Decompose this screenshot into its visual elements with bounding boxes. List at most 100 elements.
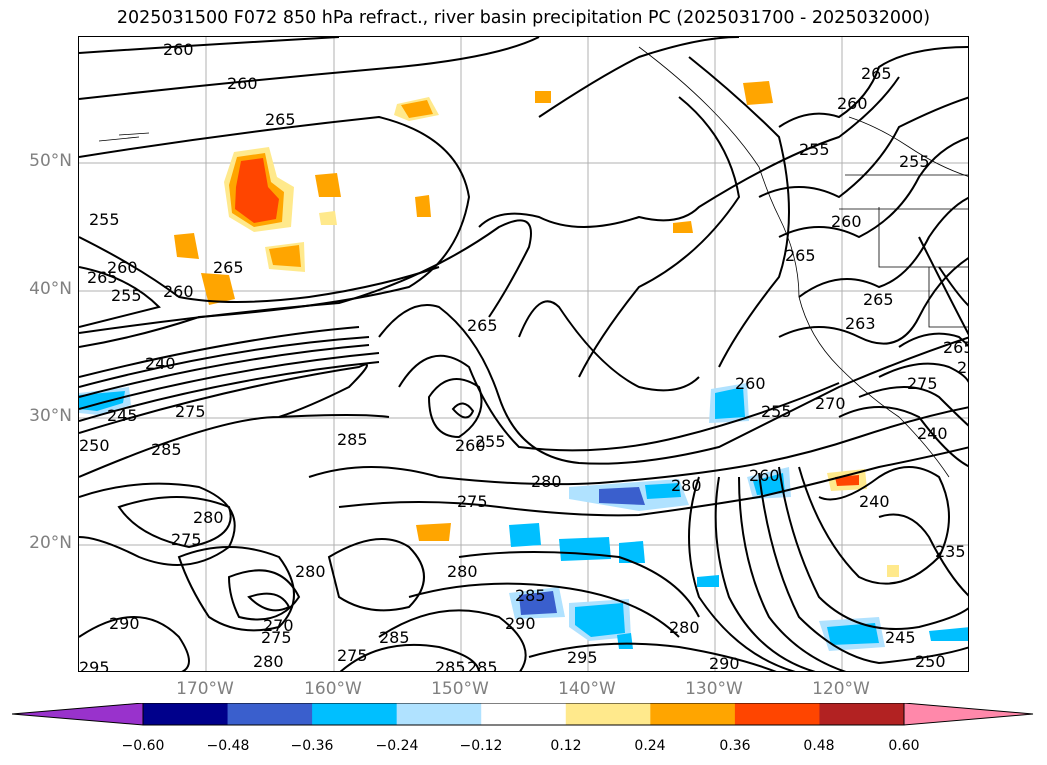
colorbar-segments	[12, 703, 1033, 725]
contour-label: 280	[447, 562, 478, 581]
precip-positive-areas	[174, 81, 899, 577]
contour-label: 265	[861, 64, 892, 83]
contour-line	[79, 482, 236, 566]
neg-blob-u	[929, 627, 968, 641]
precip-blob-j	[416, 523, 451, 541]
lat-label-50n: 50°N	[29, 151, 72, 171]
contour-label: 265	[265, 110, 296, 129]
contour-label: 263	[845, 314, 876, 333]
contour-label: 280	[671, 476, 702, 495]
contour-line	[338, 446, 968, 517]
contour-label: 280	[253, 652, 284, 671]
state-border-az	[928, 267, 968, 328]
contour-line	[79, 236, 440, 303]
contour-label: 275	[175, 402, 206, 421]
map-canvas: 260 260 265 265 260 255 255 260 265 255 …	[79, 37, 969, 672]
contour-line	[378, 304, 968, 465]
contour-line	[79, 344, 370, 398]
precip-blob-i	[673, 221, 693, 233]
colorbar-segment	[565, 703, 651, 725]
neg-blob-q	[519, 591, 557, 615]
contour-line	[838, 406, 968, 468]
colorbar-segment	[650, 703, 736, 725]
state-border-nv	[878, 207, 968, 268]
contour-line	[378, 609, 527, 671]
contour-line	[339, 643, 480, 671]
neg-blob-ca	[715, 387, 745, 419]
contour-line	[688, 56, 790, 368]
contour-label: 260	[749, 466, 780, 485]
us-west-coast	[638, 46, 950, 478]
precip-blob-large-core	[235, 158, 279, 223]
precip-blob-f	[415, 195, 431, 217]
colorbar-segment	[312, 703, 398, 725]
neg-blob-s	[827, 623, 879, 645]
contour-line	[918, 236, 968, 336]
contour-label: 260	[163, 282, 194, 301]
contour-line	[117, 496, 232, 549]
colorbar-tick-label: 0.12	[550, 738, 582, 754]
contour-line	[451, 402, 475, 419]
colorbar-segment	[481, 703, 567, 725]
refractivity-contours	[79, 37, 968, 671]
contour-line	[79, 326, 360, 378]
contour-label: 255	[89, 210, 120, 229]
contour-label: 265	[943, 338, 969, 357]
contour-label: 290	[505, 614, 536, 633]
contour-label: 280	[295, 562, 326, 581]
contour-label: 265	[467, 316, 498, 335]
contour-line	[688, 476, 796, 671]
contour-line	[458, 551, 700, 618]
contour-label: 275	[907, 374, 938, 393]
contour-line	[758, 472, 968, 665]
contour-label: 275	[261, 628, 292, 647]
contour-line	[798, 466, 950, 585]
lon-label-130w: 130°W	[685, 679, 743, 699]
colorbar-segment	[227, 703, 313, 725]
contour-label: 250	[79, 436, 110, 455]
contour-label: 255	[899, 152, 930, 171]
contour-label: 285	[379, 628, 410, 647]
contour-line	[518, 300, 700, 392]
contour-label: 260	[735, 374, 766, 393]
contour-label: 260	[227, 74, 258, 93]
contour-label: 265	[785, 246, 816, 265]
colorbar-segment	[819, 703, 905, 725]
precip-blob-l	[319, 211, 337, 225]
neg-blob-p	[619, 541, 645, 563]
contour-line	[578, 96, 741, 378]
colorbar-segment	[143, 703, 229, 725]
contour-line	[798, 196, 968, 298]
precip-blob-d	[174, 233, 199, 259]
contour-line	[79, 352, 380, 410]
contour-label: 240	[145, 354, 176, 373]
contour-line	[308, 406, 968, 486]
contour-label: 260	[831, 212, 862, 231]
precip-blob-north-a-inner	[401, 100, 433, 118]
contour-label: 270	[815, 394, 846, 413]
neg-blob-o	[559, 537, 611, 561]
lon-label-160w: 160°W	[304, 679, 362, 699]
contour-label: 240	[917, 424, 948, 443]
precip-blob-h	[535, 91, 551, 103]
contour-label: 290	[709, 654, 740, 672]
contour-line	[778, 136, 968, 239]
colorbar-frame	[142, 703, 905, 726]
contour-line	[427, 378, 483, 439]
contour-label: 265	[863, 290, 894, 309]
map-panel: 260 260 265 265 260 255 255 260 265 255 …	[78, 36, 969, 672]
contour-label: 275	[457, 492, 488, 511]
contour-label: 265	[213, 258, 244, 277]
precip-blob-c	[269, 245, 301, 267]
contour-label: 275	[337, 646, 368, 665]
contour-line	[478, 76, 900, 228]
contour-label: 275	[171, 530, 202, 549]
contour-line	[79, 336, 370, 388]
colorbar-segment	[12, 703, 143, 725]
contour-line	[79, 363, 368, 434]
contour-label: 245	[885, 628, 916, 647]
contour-label: 260	[163, 40, 194, 59]
colorbar-tick-label: 0.24	[634, 738, 666, 754]
lon-label-170w: 170°W	[176, 679, 234, 699]
colorbar-tick-label: −0.12	[459, 738, 503, 754]
